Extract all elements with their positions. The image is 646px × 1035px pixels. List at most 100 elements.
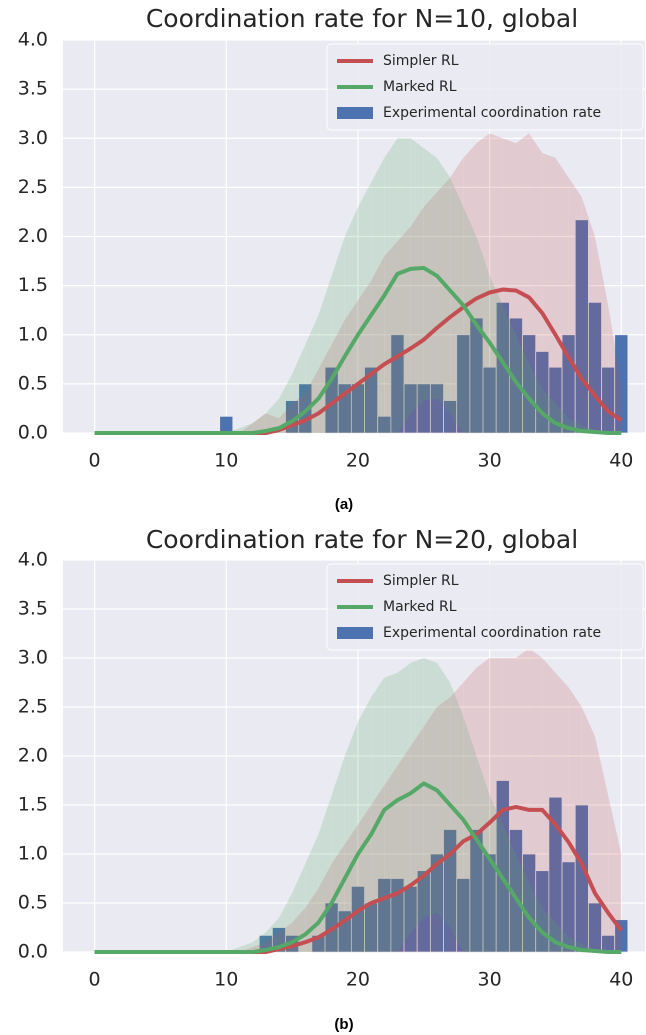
x-tick-label: 40 — [609, 969, 633, 991]
band-segment — [529, 133, 543, 433]
band-segment — [410, 207, 424, 433]
band-segment — [489, 795, 503, 952]
band-segment — [331, 756, 345, 952]
y-tick-label: 2.0 — [18, 225, 48, 247]
band-segment — [410, 726, 424, 952]
bar — [364, 366, 379, 434]
x-tick-label: 10 — [214, 969, 238, 991]
x-tick-label: 0 — [89, 969, 101, 991]
band-segment — [515, 648, 530, 952]
x-tick-label: 30 — [478, 969, 502, 991]
band-segment — [397, 662, 411, 952]
chart: Coordination rate for N=20, global (b) 0.0… — [18, 525, 645, 1033]
band-segment — [581, 197, 595, 433]
band-segment — [502, 138, 516, 433]
x-tick-label: 10 — [214, 450, 238, 472]
band-segment — [331, 236, 345, 433]
band-segment — [581, 707, 595, 952]
band-segment — [463, 667, 477, 952]
band-segment — [384, 765, 398, 952]
band-segment — [344, 300, 358, 433]
x-tick-label: 40 — [609, 450, 633, 472]
band-segment — [450, 682, 464, 952]
band-segment — [239, 423, 253, 433]
band-segment — [476, 133, 490, 433]
legend: Simpler RL Marked RL Experimental coordina… — [326, 43, 644, 131]
y-tick-label: 0.5 — [18, 372, 48, 394]
line — [94, 265, 622, 435]
legend-label: Simpler RL — [383, 573, 459, 589]
band-segment — [423, 707, 437, 952]
band-segment — [305, 888, 319, 952]
band-segment — [344, 721, 358, 952]
caption: (a) — [335, 496, 353, 513]
band-segment — [397, 226, 411, 433]
y-tick-label: 0.0 — [18, 941, 48, 963]
band-segment — [265, 917, 279, 952]
band-segment — [344, 207, 358, 433]
band-segment — [318, 795, 332, 952]
band-segment — [292, 344, 306, 433]
band-segment — [252, 413, 266, 433]
band-segment — [436, 697, 451, 952]
y-tick-label: 2.5 — [18, 176, 48, 198]
band-segment — [305, 834, 319, 952]
band-segment — [397, 138, 411, 433]
y-tick-label: 1.0 — [18, 843, 48, 865]
band-segment — [384, 672, 398, 952]
chart-title: Coordination rate for N=10, global — [146, 4, 578, 33]
y-tick-label: 4.0 — [18, 29, 48, 51]
band-segment — [239, 942, 253, 952]
legend-swatch — [337, 627, 373, 639]
y-tick-label: 3.0 — [18, 127, 48, 149]
band-segment — [515, 854, 530, 952]
band-segment — [515, 334, 530, 433]
band-segment — [568, 177, 582, 433]
legend-box — [326, 563, 644, 651]
x-tick-label: 20 — [346, 969, 370, 991]
band-segment — [371, 677, 385, 952]
band-segment — [529, 883, 543, 952]
band-segment — [463, 143, 477, 433]
legend-label: Marked RL — [383, 79, 457, 95]
band-segment — [292, 863, 306, 952]
chart-title: Coordination rate for N=20, global — [146, 525, 578, 554]
legend-label: Marked RL — [383, 599, 457, 615]
y-tick-label: 3.5 — [18, 78, 48, 100]
y-tick-label: 0.5 — [18, 892, 48, 914]
bar — [219, 415, 234, 434]
y-tick-label: 2.5 — [18, 696, 48, 718]
y-tick-label: 1.0 — [18, 323, 48, 345]
y-tick-label: 1.5 — [18, 274, 48, 296]
band-segment — [502, 658, 516, 952]
x-tick-label: 0 — [89, 450, 101, 472]
band-segment — [331, 320, 345, 433]
legend-box — [326, 43, 644, 131]
legend-label: Simpler RL — [383, 53, 459, 69]
band-segment — [529, 648, 543, 952]
y-tick-label: 3.0 — [18, 647, 48, 669]
band-segment — [568, 687, 582, 952]
band-segment — [436, 177, 451, 433]
band-segment — [450, 682, 464, 952]
band-segment — [489, 658, 503, 952]
band-segment — [357, 182, 372, 433]
y-tick-label: 1.5 — [18, 794, 48, 816]
band-segment — [410, 138, 424, 414]
chart: Coordination rate for N=10, global (a) 0.0… — [18, 4, 645, 513]
legend-label: Experimental coordination rate — [383, 625, 601, 641]
confidence-band — [239, 648, 622, 952]
band-segment — [252, 413, 266, 433]
band-segment — [450, 177, 464, 433]
band-segment — [476, 756, 490, 952]
band-segment — [265, 398, 279, 433]
line — [94, 781, 622, 954]
band-segment — [542, 658, 556, 952]
band-segment — [252, 932, 266, 952]
x-tick-label: 20 — [346, 450, 370, 472]
y-tick-label: 3.5 — [18, 598, 48, 620]
band-segment — [423, 192, 437, 433]
band-segment — [463, 207, 477, 433]
